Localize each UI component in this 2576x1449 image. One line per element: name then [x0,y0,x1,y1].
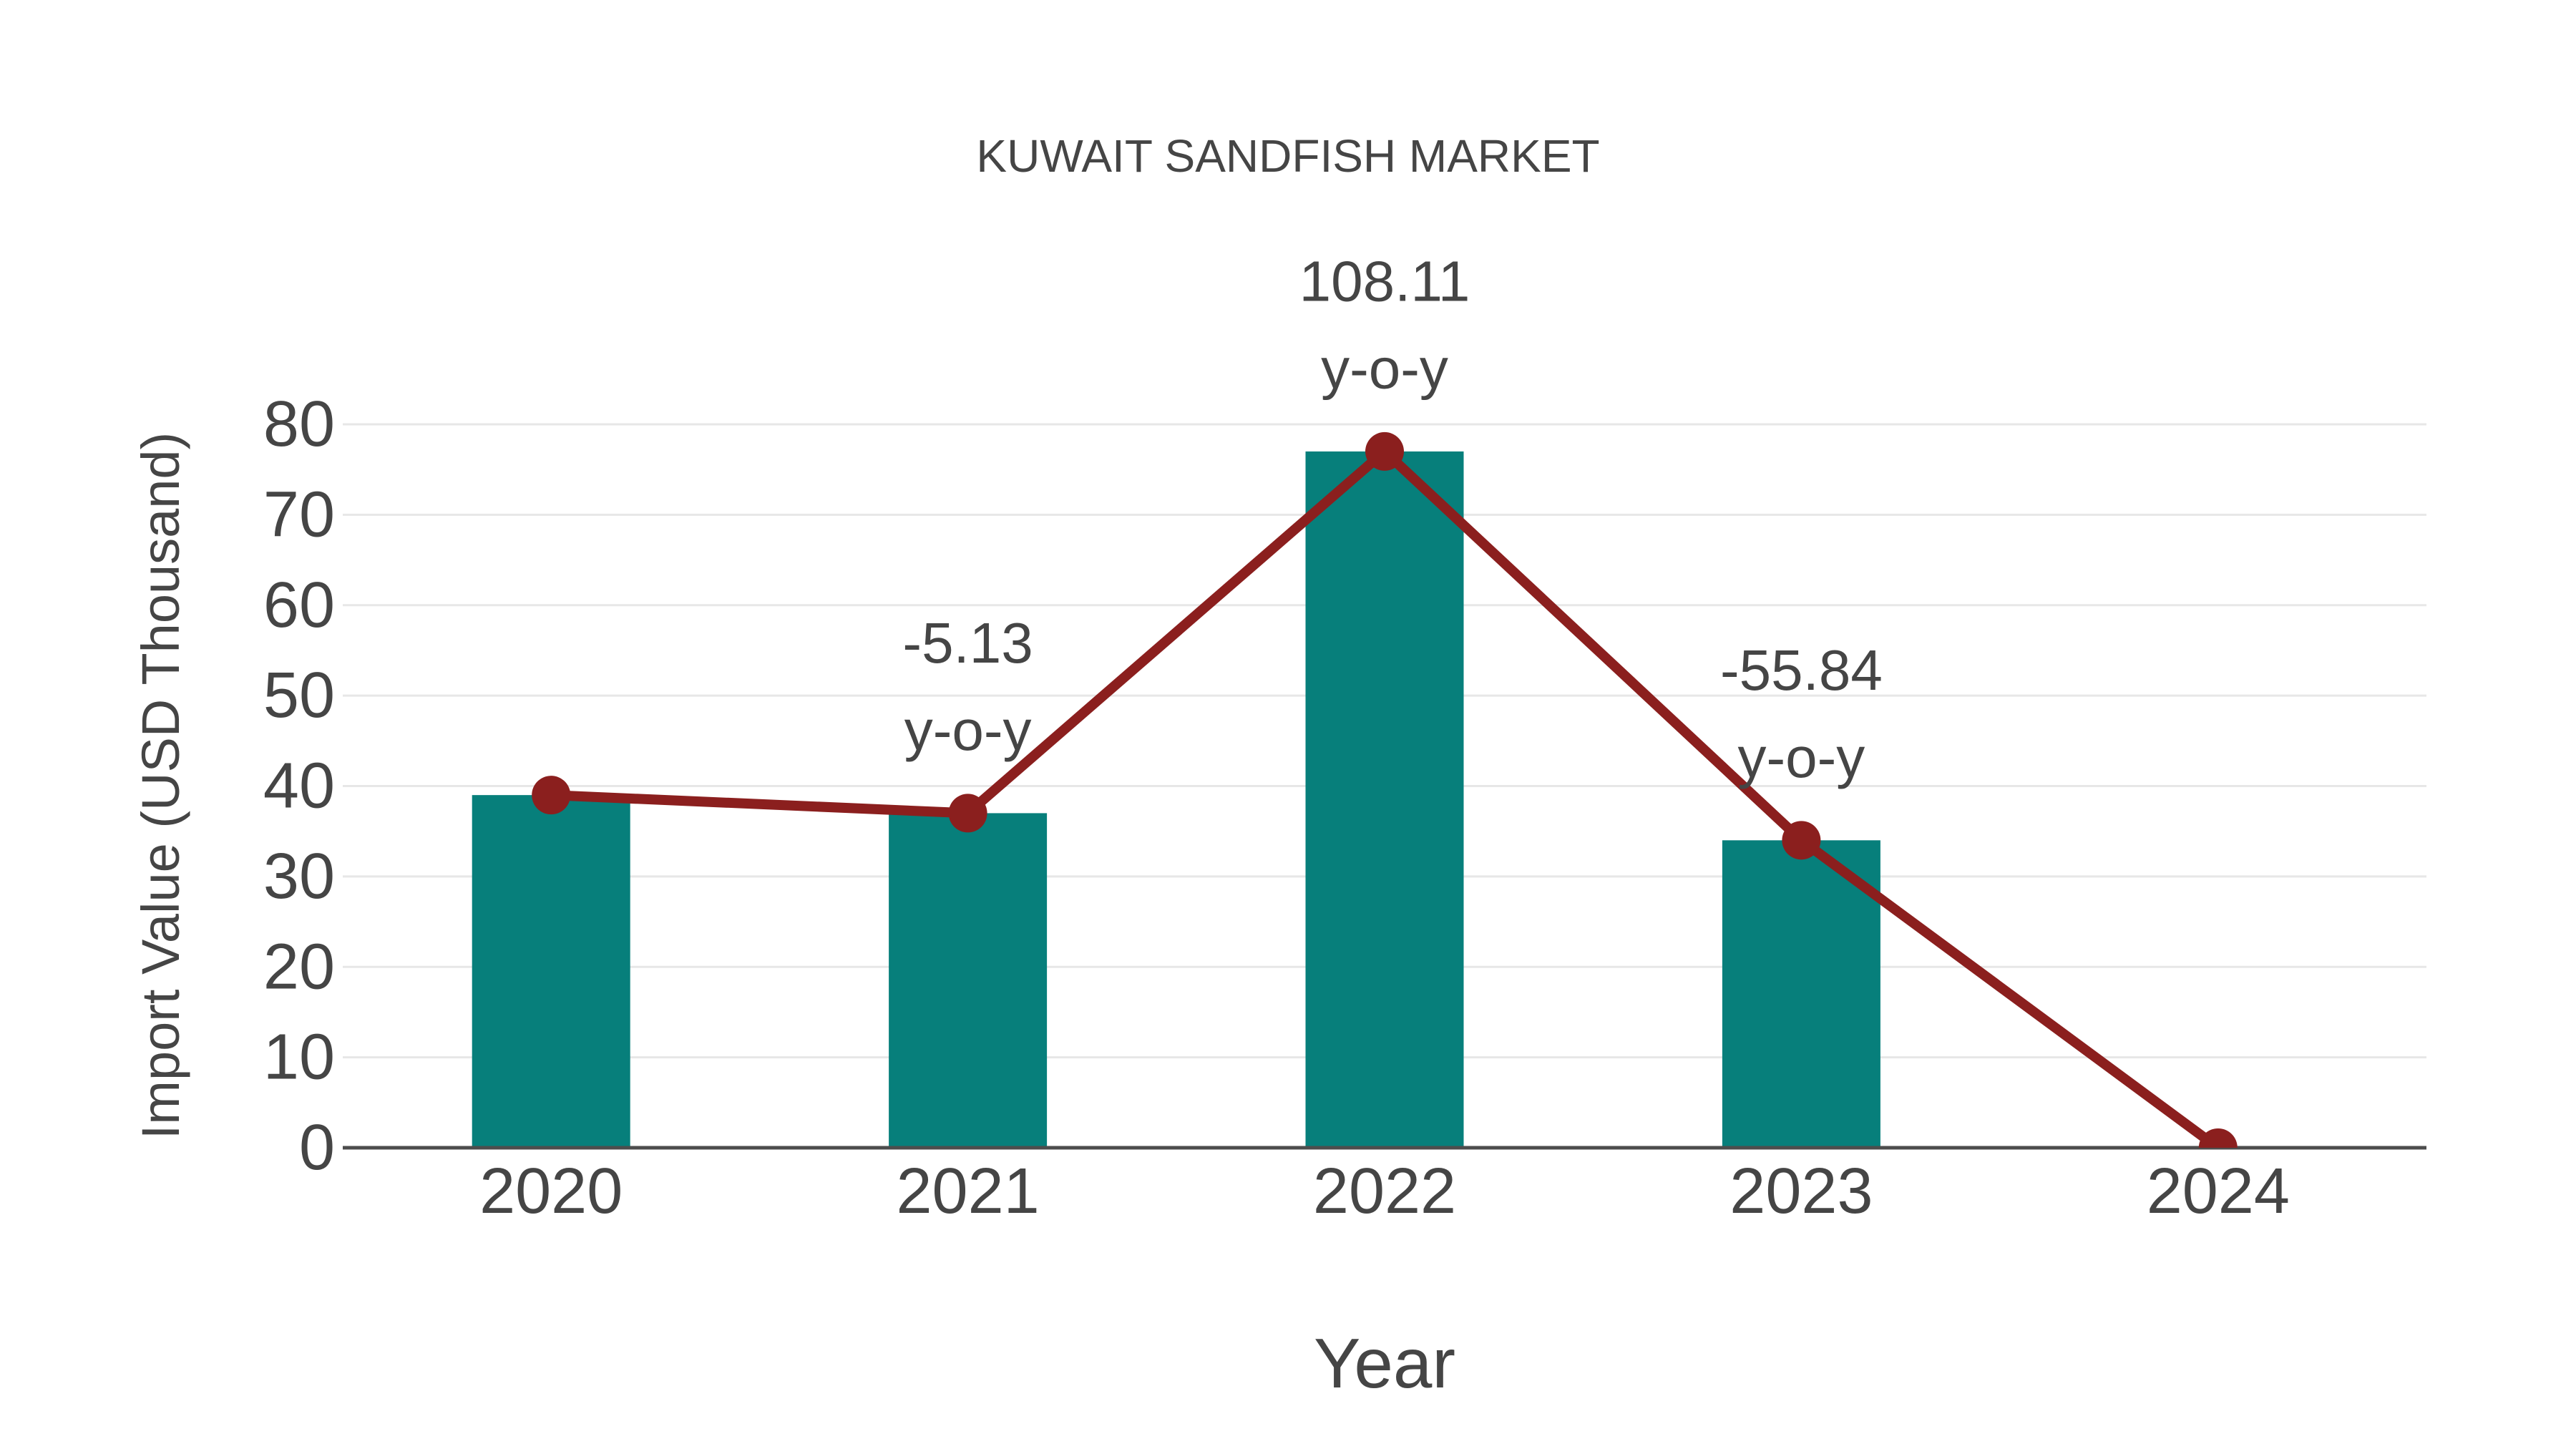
x-tick-labels: 2020 2021 2022 2023 2024 [479,1156,2290,1227]
y-tick-labels: 0 10 20 30 40 50 60 70 80 [263,389,335,1184]
x-tick-label-2020: 2020 [479,1156,623,1227]
marker-2020 [532,776,571,815]
annotation-2022-unit: y-o-y [1321,336,1448,400]
annotations: -5.13 y-o-y 108.11 y-o-y -55.84 y-o-y [902,249,1882,789]
marker-2024 [2198,1128,2238,1148]
annotation-2021-unit: y-o-y [904,698,1032,762]
x-tick-label-2022: 2022 [1313,1156,1456,1227]
y-tick-label-10: 10 [263,1022,335,1093]
y-tick-label-20: 20 [263,931,335,1002]
y-tick-label-80: 80 [263,389,335,460]
y-tick-label-50: 50 [263,660,335,731]
y-tick-label-70: 70 [263,479,335,550]
bar-2023 [1722,840,1880,1148]
y-tick-label-40: 40 [263,751,335,822]
bars [472,451,1880,1148]
marker-2021 [948,794,987,833]
y-tick-label-30: 30 [263,841,335,912]
annotation-2023-value: -55.84 [1720,638,1883,702]
bar-2021 [889,813,1048,1148]
x-tick-label-2024: 2024 [2147,1156,2290,1227]
annotation-2022-value: 108.11 [1299,249,1470,313]
marker-2023 [1782,821,1821,860]
chart-title: KUWAIT SANDFISH MARKET [976,130,1599,182]
bar-2022 [1305,451,1464,1148]
x-tick-label-2023: 2023 [1729,1156,1873,1227]
marker-2022 [1365,431,1404,471]
annotation-2023-unit: y-o-y [1738,726,1865,789]
y-tick-label-0: 0 [299,1112,335,1184]
y-tick-label-60: 60 [263,570,335,641]
x-tick-label-2021: 2021 [896,1156,1039,1227]
x-axis-title: Year [1314,1324,1455,1402]
bar-2020 [472,795,630,1148]
annotation-2021-value: -5.13 [902,611,1033,675]
trend-line-layer [532,431,2238,1148]
y-axis-title: Import Value (USD Thousand) [131,432,190,1140]
